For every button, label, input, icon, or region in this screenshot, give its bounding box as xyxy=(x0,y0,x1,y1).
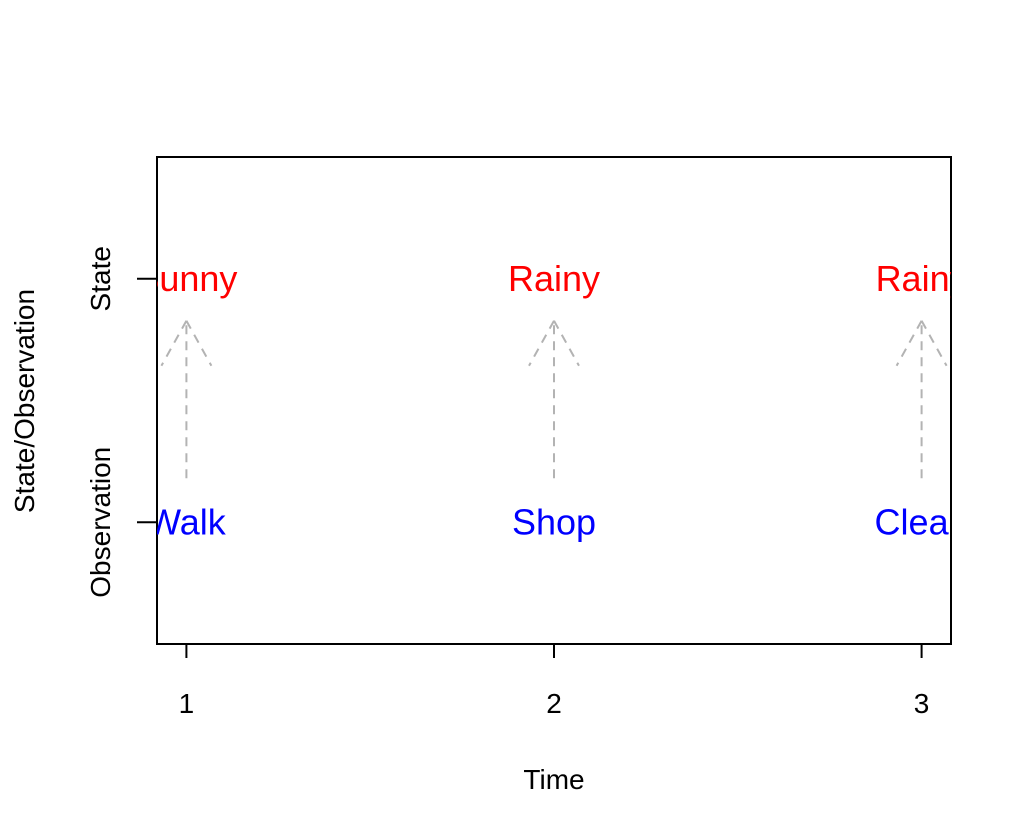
state-label: Rainy xyxy=(508,258,600,299)
plot-frame xyxy=(156,156,952,645)
state-label: Rainy xyxy=(876,258,968,299)
y-tick-label: Observation xyxy=(85,447,116,598)
x-tick-label: 2 xyxy=(546,688,562,719)
arrow-head-right xyxy=(920,320,948,367)
observation-label: Shop xyxy=(512,501,596,542)
state-label: Sunny xyxy=(135,258,237,299)
y-axis: Observation State xyxy=(85,246,157,598)
x-axis: 1 2 3 xyxy=(179,643,930,719)
observation-label: Walk xyxy=(147,501,227,542)
arrow-head-right xyxy=(185,320,213,367)
transition-arrow xyxy=(528,320,580,479)
arrow-head-left xyxy=(895,320,923,367)
x-tick-label: 1 xyxy=(179,688,195,719)
plot-area: Sunny Rainy Rainy Walk Shop Clean xyxy=(135,258,969,543)
observation-label: Clean xyxy=(875,501,969,542)
arrow-head-right xyxy=(553,320,580,367)
x-tick-label: 3 xyxy=(914,688,930,719)
transition-arrow xyxy=(160,320,213,479)
x-axis-title: Time xyxy=(523,764,584,795)
transition-arrow xyxy=(895,320,948,479)
y-tick-label: State xyxy=(85,246,116,311)
arrow-head-left xyxy=(160,320,188,367)
y-axis-title: State/Observation xyxy=(9,289,40,513)
arrow-head-left xyxy=(528,320,555,367)
